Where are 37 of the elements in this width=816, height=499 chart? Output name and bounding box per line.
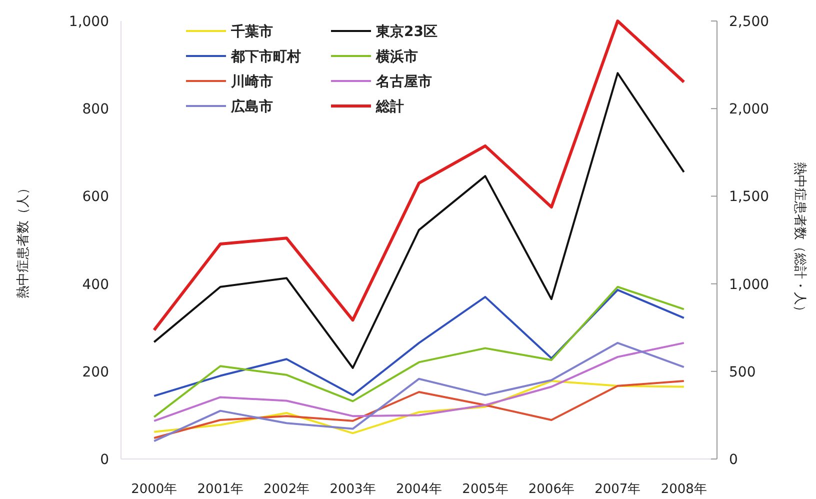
x-tick-label: 2004年 <box>396 482 442 497</box>
y2-tick-label: 2,500 <box>729 14 770 30</box>
legend-label: 川崎市 <box>230 73 273 90</box>
y-axis-title: 熱中症患者数（人） <box>16 182 31 298</box>
legend-label: 東京23区 <box>375 23 438 40</box>
y-tick-label: 200 <box>82 364 109 380</box>
line-series <box>153 342 685 422</box>
y2-tick-label: 0 <box>729 452 738 468</box>
y-tick-label: 1,000 <box>68 14 109 30</box>
x-tick-label: 2008年 <box>660 482 707 497</box>
legend-label: 千葉市 <box>230 23 273 40</box>
line-series <box>153 286 685 418</box>
y-tick-label: 400 <box>82 276 109 293</box>
line-series <box>153 72 685 369</box>
y-tick-label: 600 <box>82 189 109 206</box>
x-tick-label: 2001年 <box>197 482 244 497</box>
legend-label: 広島市 <box>230 98 273 115</box>
y2-axis-title: 熱中症患者数（総計・人） <box>792 162 807 318</box>
y2-tick-label: 2,000 <box>729 102 770 118</box>
line-series <box>152 20 686 332</box>
x-tick-label: 2003年 <box>330 482 376 497</box>
x-tick-label: 2000年 <box>131 482 178 497</box>
y2-tick-label: 500 <box>729 364 756 380</box>
y-tick-label: 800 <box>82 102 109 118</box>
legend-label: 横浜市 <box>375 48 418 65</box>
legend-label: 都下市町村 <box>230 48 301 65</box>
line-series <box>153 288 685 397</box>
legend-label: 名古屋市 <box>375 73 432 90</box>
x-tick-label: 2002年 <box>264 482 310 497</box>
x-tick-label: 2006年 <box>528 482 574 497</box>
legend-label: 総計 <box>375 99 404 115</box>
x-tick-label: 2007年 <box>594 482 641 497</box>
x-tick-label: 2005年 <box>462 482 508 497</box>
y-tick-label: 0 <box>100 452 109 468</box>
line-series <box>153 342 685 442</box>
y2-tick-label: 1,500 <box>729 189 770 206</box>
y2-tick-label: 1,000 <box>729 276 770 293</box>
